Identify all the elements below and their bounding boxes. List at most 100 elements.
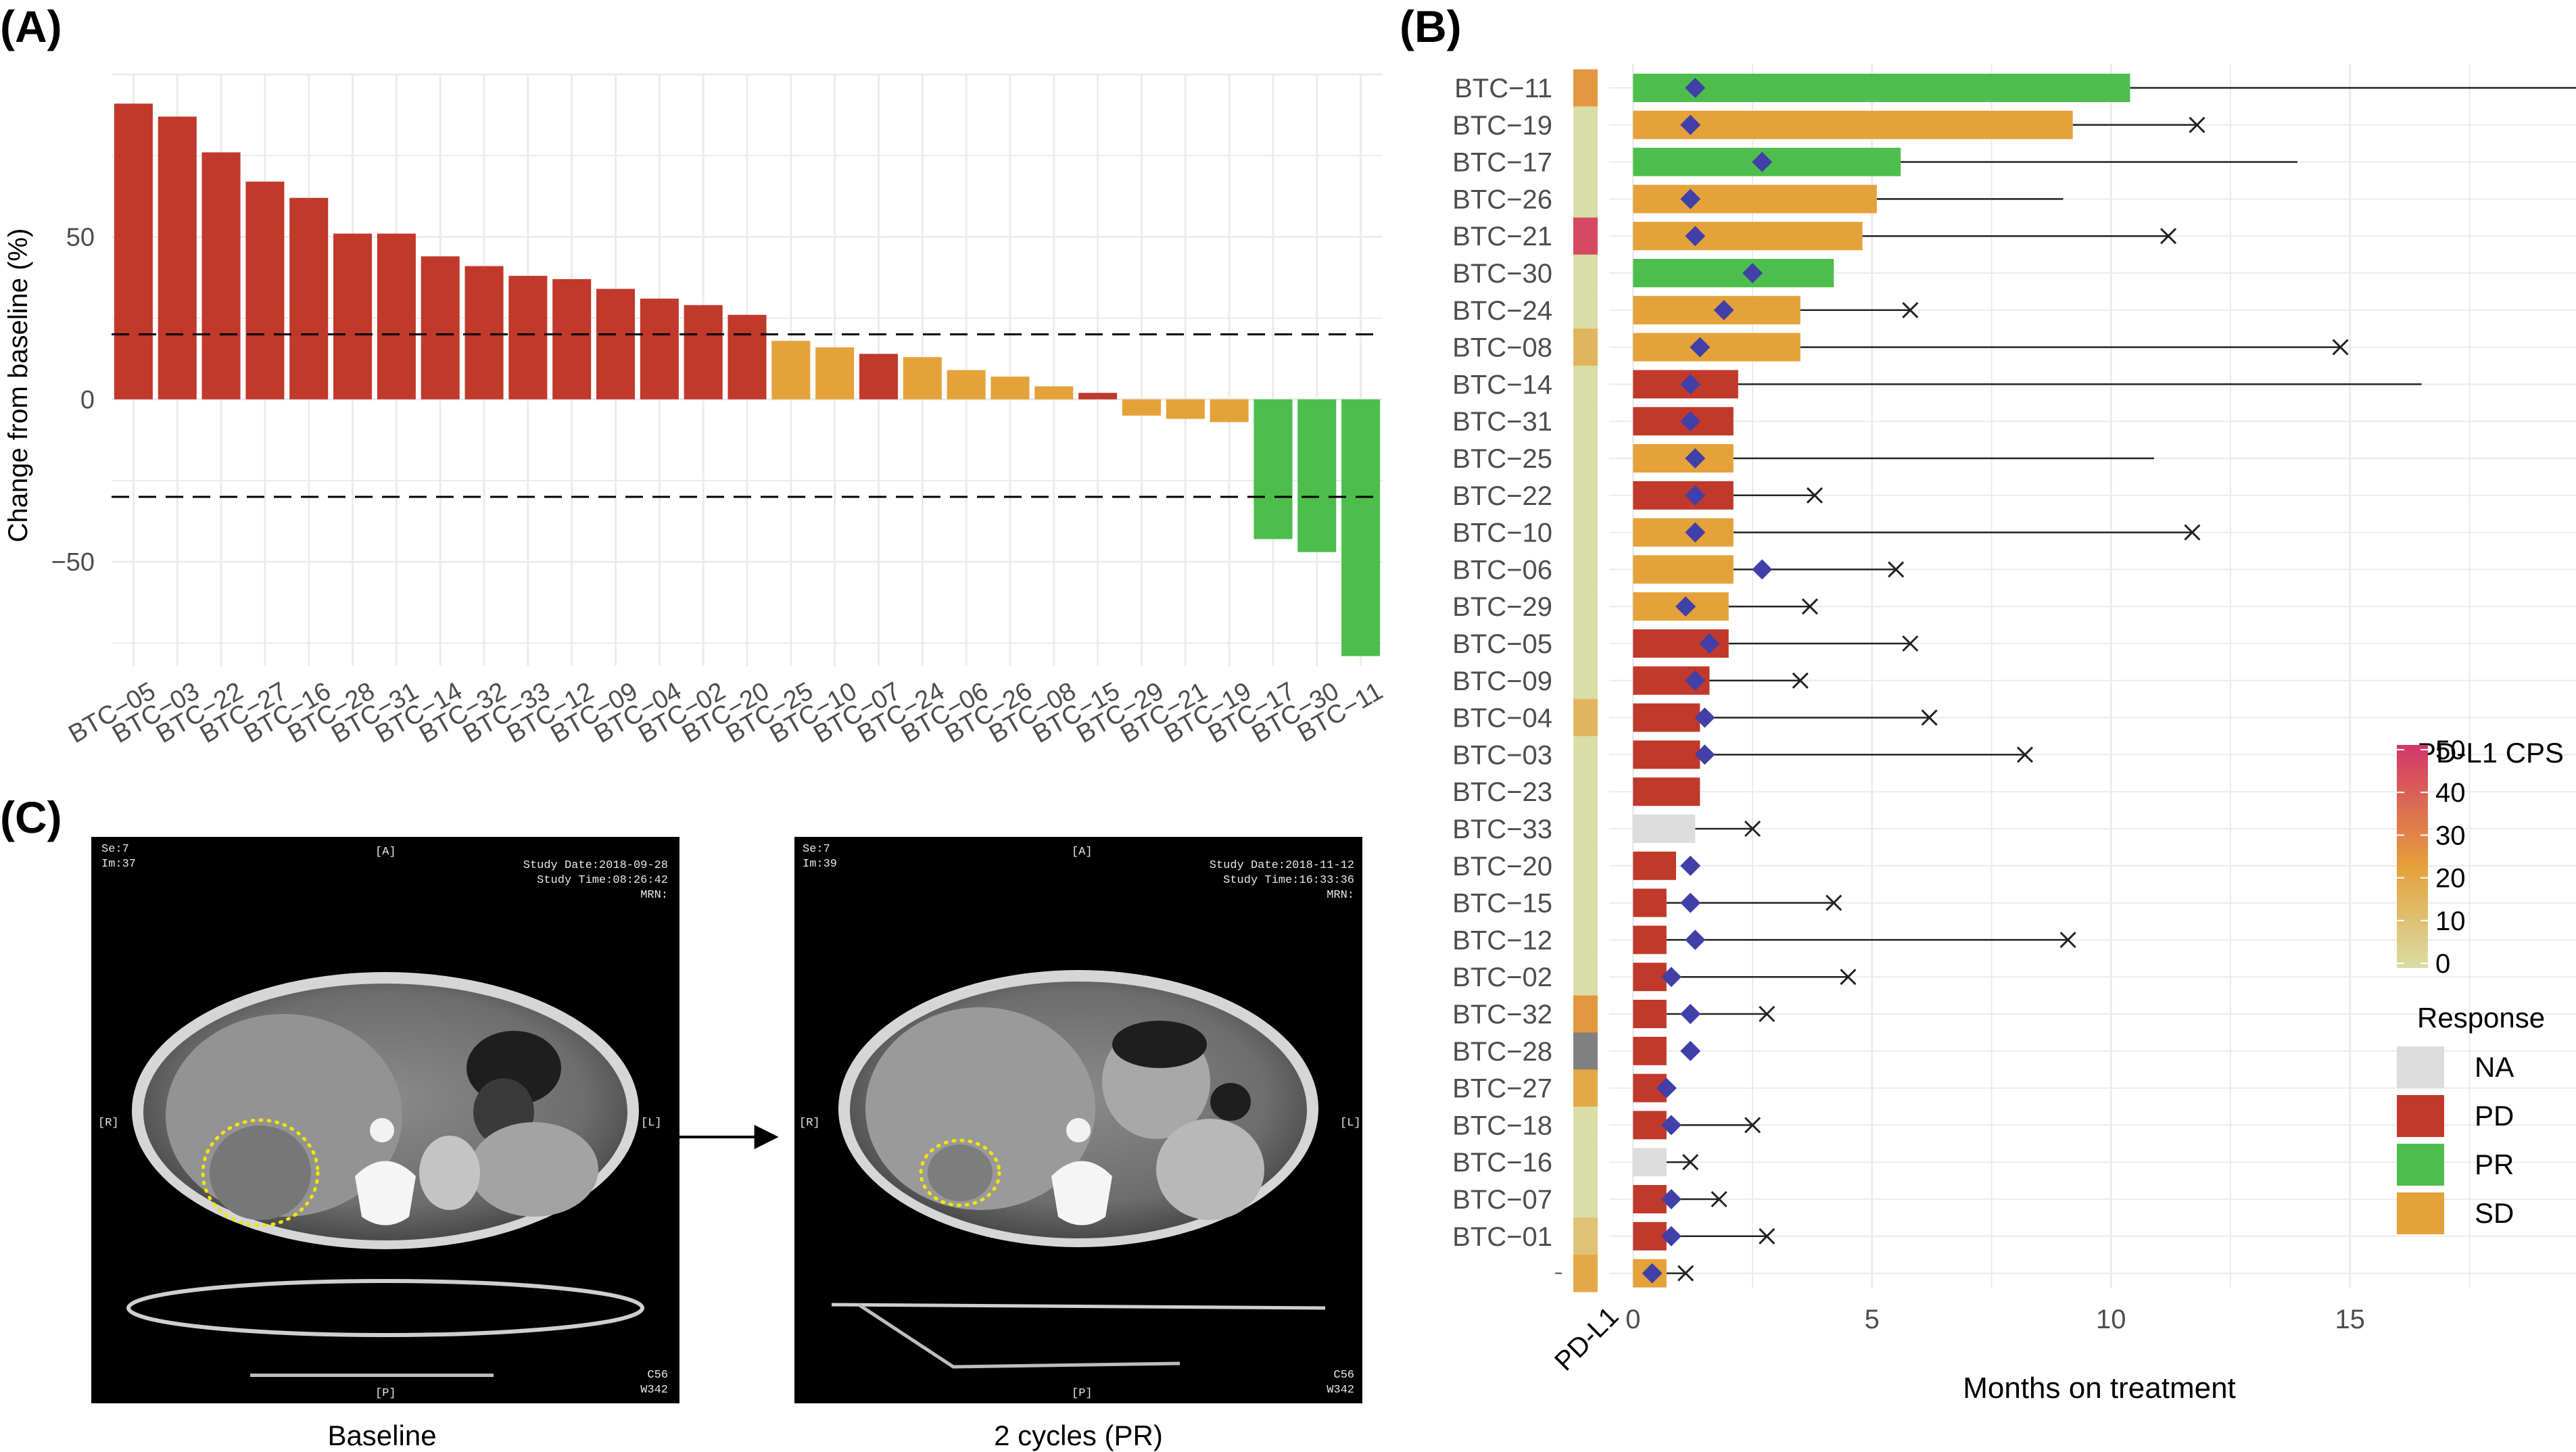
waterfall-bar	[114, 103, 153, 400]
pdl1-cell	[1573, 551, 1598, 589]
patient-label: BTC−09	[1452, 667, 1552, 696]
event-marker	[1744, 820, 1761, 838]
patient-label: BTC−27	[1452, 1074, 1552, 1104]
patient-label: BTC−06	[1452, 555, 1552, 585]
cps-tick-label: 40	[2435, 778, 2466, 808]
pdl1-cell	[1573, 514, 1598, 552]
ct-caption-followup: 2 cycles (PR)	[994, 1420, 1163, 1451]
ct-table-line	[250, 1374, 494, 1377]
response-key-label: SD	[2475, 1197, 2514, 1229]
response-key-sd	[2397, 1192, 2444, 1234]
event-marker	[1902, 301, 1919, 318]
pdl1-cell	[1573, 773, 1598, 811]
patient-label: BTC−30	[1452, 259, 1552, 289]
waterfall-bar	[377, 233, 416, 400]
pdl1-cell	[1573, 180, 1598, 218]
patient-label: BTC−10	[1452, 518, 1552, 548]
waterfall-bar	[771, 341, 811, 400]
treatment-bar	[1633, 815, 1696, 843]
ct-tumor-outline	[201, 1118, 320, 1228]
pdl1-cell	[1573, 366, 1598, 404]
ct-label-study-time: Study Time:08:26:42	[537, 874, 668, 887]
event-marker	[2189, 116, 2205, 133]
ct-tumor	[210, 1126, 311, 1220]
months-tick-label: 0	[1625, 1305, 1640, 1334]
ct-label-study-date: Study Date:2018-09-28	[523, 859, 668, 872]
ct-label-study-time: Study Time:16:33:36	[1223, 874, 1354, 887]
response-marker	[1680, 855, 1701, 876]
event-marker	[1801, 598, 1818, 615]
patient-label: BTC−23	[1452, 777, 1552, 807]
waterfall-x-ticks: BTC−05BTC−03BTC−22BTC−27BTC−16BTC−28BTC−…	[64, 677, 1387, 749]
ct-label-left: [L]	[1340, 1117, 1361, 1130]
ct-label-c: C56	[1333, 1369, 1354, 1382]
event-marker	[1682, 1154, 1699, 1171]
ct-bowel-gas	[1210, 1083, 1251, 1121]
followup-lines	[1666, 87, 2576, 1282]
patient-label: BTC−33	[1452, 815, 1552, 844]
cps-colorbar-ticks: 50 40 30 20 10 0	[2397, 735, 2466, 979]
response-marker	[1742, 263, 1763, 283]
months-ticks: 0 5 10 15	[1625, 1305, 2365, 1334]
ct-aorta	[1066, 1118, 1091, 1142]
patient-label: BTC−15	[1452, 889, 1552, 919]
waterfall-bar	[421, 256, 460, 400]
event-marker	[2160, 228, 2177, 245]
patient-label: BTC−01	[1452, 1222, 1552, 1252]
event-marker	[1744, 1117, 1761, 1134]
waterfall-y-tick-label: 0	[80, 386, 95, 414]
pdl1-cell	[1573, 587, 1598, 626]
response-key-label: PR	[2475, 1148, 2514, 1180]
response-key-label: PD	[2475, 1100, 2514, 1132]
event-marker	[1840, 969, 1857, 986]
treatment-bar	[1633, 259, 1834, 287]
patient-label: BTC−18	[1452, 1111, 1552, 1140]
event-marker	[1711, 1190, 1727, 1208]
panel-label-a: (A)	[0, 1, 62, 51]
pdl1-cell	[1573, 1180, 1598, 1218]
legend-cps-title: PD-L1 CPS	[2417, 737, 2564, 769]
patient-label: BTC−11	[1454, 74, 1552, 103]
event-marker	[2184, 524, 2201, 541]
ct-label-w: W342	[640, 1384, 668, 1397]
treatment-bar	[1633, 1221, 1667, 1251]
ct-tumor-outline	[919, 1138, 1001, 1207]
ct-caption-baseline: Baseline	[327, 1420, 436, 1451]
ct-label-left: [L]	[641, 1117, 662, 1130]
cps-tick-label: 0	[2435, 949, 2450, 979]
ct-label-w: W342	[1327, 1384, 1354, 1397]
legend: PD-L1 CPS 50 40 30 20 10 0 Response NA PD PR SD	[2397, 735, 2564, 1234]
ct-label-study-date: Study Date:2018-11-12	[1210, 859, 1354, 872]
waterfall-bar	[508, 276, 548, 400]
patient-label: BTC−19	[1452, 111, 1552, 141]
pdl1-cell	[1573, 884, 1598, 922]
pdl1-cell	[1573, 847, 1598, 885]
pdl1-cell	[1573, 291, 1598, 329]
patient-label: BTC−12	[1452, 925, 1552, 955]
ct-label-se: Se:7	[101, 843, 129, 856]
ct-liver	[865, 1007, 1095, 1210]
swimmer-chart: BTC−11 BTC−19 BTC−17 BTC−26 BTC−21 BTC−30 BTC−…	[1452, 64, 2576, 1405]
waterfall-bar	[1166, 399, 1205, 419]
pdl1-cell	[1573, 1255, 1598, 1292]
response-marker	[1680, 114, 1701, 135]
waterfall-bar	[1297, 399, 1337, 552]
treatment-bar	[1633, 1148, 1667, 1177]
response-marker	[1675, 596, 1696, 617]
ct-label-c: C56	[647, 1369, 668, 1382]
pdl1-axis-label: PD-L1	[1549, 1301, 1624, 1376]
pdl1-cell	[1573, 736, 1598, 774]
response-marker	[1713, 299, 1734, 320]
waterfall-y-axis-label: Change from baseline (%)	[3, 228, 33, 543]
treatment-bar	[1633, 518, 1734, 547]
response-marker	[1685, 929, 1706, 950]
response-marker	[1656, 1078, 1677, 1098]
patient-label: BTC−28	[1452, 1037, 1552, 1067]
treatment-bar	[1633, 1000, 1667, 1028]
ct-label-right: [R]	[799, 1117, 820, 1130]
waterfall-bar	[1254, 399, 1293, 539]
response-marker	[1661, 1226, 1681, 1247]
waterfall-bar	[333, 233, 373, 400]
pdl1-cell	[1573, 106, 1598, 144]
pdl1-strip	[1573, 69, 1598, 1292]
